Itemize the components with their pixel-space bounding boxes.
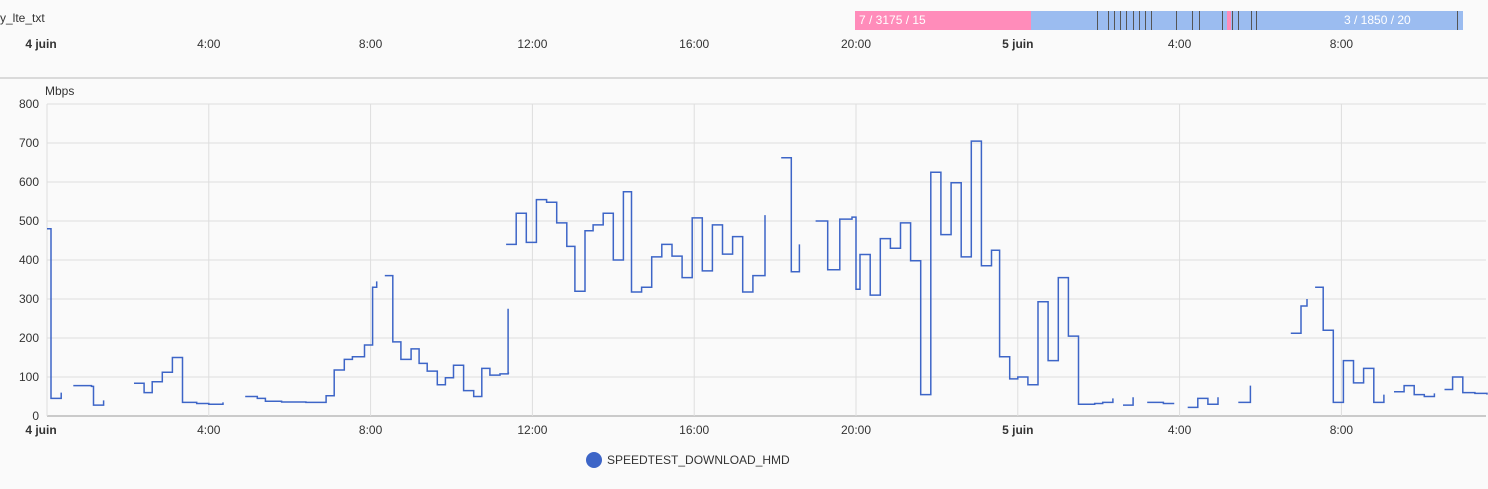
series-line: [1238, 385, 1252, 404]
series-line: [815, 140, 1114, 406]
timeline-segment[interactable]: 3 / 1850 / 20: [1031, 11, 1463, 30]
timeline-tick-label: 5 juin: [1002, 37, 1034, 51]
timeline-segment[interactable]: 7 / 3175 / 15: [855, 11, 1032, 30]
series-line: [245, 281, 378, 404]
timeline-tick-label: 20:00: [840, 37, 872, 51]
series-line: [134, 356, 224, 406]
track-label: y_lte_txt: [0, 11, 45, 25]
x-tick-label: 8:00: [359, 423, 383, 437]
timeline-event-marker[interactable]: [1256, 11, 1257, 30]
x-tick-label: 12:00: [517, 423, 547, 437]
timeline-event-marker[interactable]: [1114, 11, 1115, 30]
timeline-tick-label: 16:00: [679, 37, 710, 51]
x-tick-label: 8:00: [1330, 423, 1354, 437]
timeline-event-marker[interactable]: [1145, 11, 1146, 30]
series-line: [1394, 384, 1436, 398]
series-line: [781, 157, 801, 273]
timeline-event-marker[interactable]: [1222, 11, 1223, 30]
legend-marker-icon: [586, 452, 602, 468]
series-line: [73, 384, 105, 406]
timeline-tick-label: 4 juin: [25, 37, 57, 51]
timeline-event-marker[interactable]: [1199, 11, 1200, 30]
legend-label: SPEEDTEST_DOWNLOAD_HMD: [607, 453, 790, 467]
timeline-event-marker[interactable]: [1251, 11, 1252, 30]
timeline-event-marker[interactable]: [1133, 11, 1134, 30]
timeline-panel: y_lte_txt 7 / 3175 / 15 3 / 1850 / 20 4 j…: [0, 0, 1488, 77]
y-tick-label: 500: [19, 214, 39, 228]
timeline-event-marker[interactable]: [1238, 11, 1239, 30]
series-line: [1444, 376, 1488, 395]
chart-legend[interactable]: SPEEDTEST_DOWNLOAD_HMD: [586, 452, 790, 468]
series-line: [1187, 397, 1219, 409]
timeline-event-marker[interactable]: [1227, 11, 1231, 30]
y-tick-label: 400: [19, 253, 39, 267]
x-tick-label: 4 juin: [25, 423, 56, 437]
y-tick-label: 600: [19, 175, 39, 189]
series-line: [506, 191, 766, 293]
y-tick-label: 0: [32, 409, 39, 423]
timeline-event-marker[interactable]: [1097, 11, 1098, 30]
timeline-segment-label: 3 / 1850 / 20: [1344, 13, 1411, 27]
speedtest-chart: 0 100 200 300 400 500 600 700 800 4 juin 4:00 8:00 1…: [19, 84, 1488, 437]
timeline-tick-label: 4:00: [197, 37, 221, 51]
y-tick-label: 700: [19, 136, 39, 150]
timeline-tick-label: 4:00: [1167, 37, 1192, 51]
timeline-tick-label: 8:00: [358, 37, 383, 51]
timeline-event-marker[interactable]: [1151, 11, 1152, 30]
panel-divider: [0, 77, 1488, 79]
y-tick-label: 200: [19, 331, 39, 345]
timeline-event-marker[interactable]: [1176, 11, 1177, 30]
x-tick-label: 16:00: [679, 423, 709, 437]
timeline-tick-label: 8:00: [1329, 37, 1354, 51]
x-tick-label: 4:00: [1168, 423, 1192, 437]
timeline-segment-label: 7 / 3175 / 15: [859, 13, 926, 27]
timeline-event-marker[interactable]: [1192, 11, 1193, 30]
y-tick-label: 800: [19, 97, 39, 111]
series-line: [1147, 401, 1175, 405]
x-tick-label: 4:00: [197, 423, 221, 437]
series-line: [1315, 286, 1385, 404]
y-axis-label: Mbps: [45, 84, 74, 98]
series-line: [1123, 397, 1134, 406]
timeline-event-marker[interactable]: [1139, 11, 1140, 30]
timeline-event-marker[interactable]: [1120, 11, 1121, 30]
series-line: [47, 228, 62, 400]
x-tick-label: 20:00: [841, 423, 871, 437]
timeline-event-marker[interactable]: [1457, 11, 1458, 30]
timeline-event-marker[interactable]: [1108, 11, 1109, 30]
y-tick-label: 300: [19, 292, 39, 306]
y-tick-label: 100: [19, 370, 39, 384]
timeline-event-marker[interactable]: [1232, 11, 1233, 30]
timeline-tick-label: 12:00: [517, 37, 548, 51]
timeline-event-marker[interactable]: [1126, 11, 1127, 30]
series-line: [384, 274, 509, 398]
x-tick-label: 5 juin: [1002, 423, 1033, 437]
series-line: [1290, 299, 1308, 335]
